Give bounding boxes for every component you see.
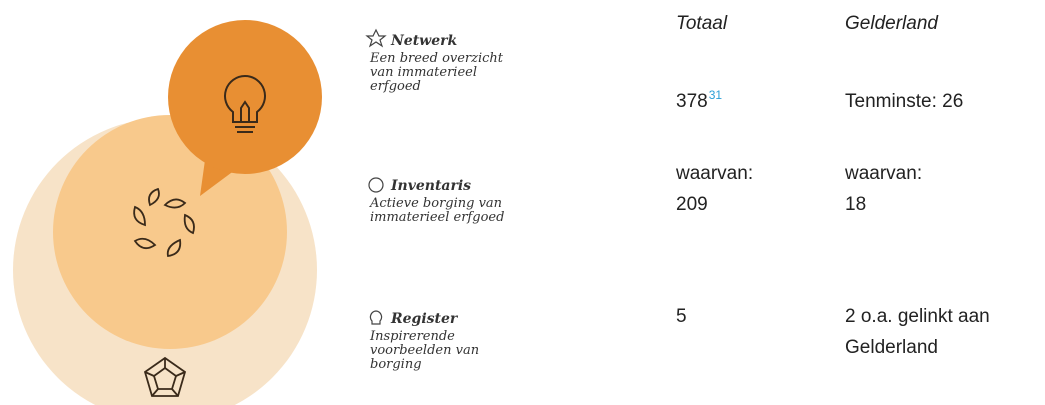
table-cell: waarvan: (675, 163, 753, 184)
item-description: erfgoed (370, 79, 421, 94)
item-description: Inspirerende (369, 329, 455, 344)
table-cell: waarvan: (844, 163, 922, 184)
table-cell: Gelderland (845, 337, 938, 358)
item-title: Netwerk (390, 33, 458, 49)
table-header: Totaal (676, 13, 728, 34)
swirl-small-icon (369, 178, 383, 192)
bulb-small-icon (370, 311, 381, 324)
page: Netwerk Een breed overzichtvan immateriee… (0, 0, 1045, 405)
table-cell: Tenminste: 26 (845, 91, 963, 112)
table-cell: 378 (676, 91, 708, 112)
footnote-ref: 31 (709, 88, 723, 102)
table-cell: 5 (676, 306, 687, 327)
item-title: Inventaris (390, 178, 471, 194)
item-description: immaterieel erfgoed (370, 210, 504, 225)
table-header: Gelderland (845, 13, 939, 34)
item-description: Een breed overzicht (369, 51, 504, 66)
item-title: Register (390, 311, 459, 327)
star-icon (367, 30, 385, 46)
item-description: borging (370, 357, 422, 372)
item-description: Actieve borging van (369, 196, 502, 211)
table-cell: 2 o.a. gelinkt aan (845, 306, 990, 327)
table-cell: 18 (845, 194, 866, 215)
table-cell: 209 (676, 194, 708, 215)
item-description: van immaterieel (370, 65, 477, 80)
canvas: Netwerk Een breed overzichtvan immateriee… (0, 0, 1045, 405)
item-description: voorbeelden van (370, 343, 479, 358)
illustration (13, 20, 322, 405)
speech-circle (168, 20, 322, 174)
